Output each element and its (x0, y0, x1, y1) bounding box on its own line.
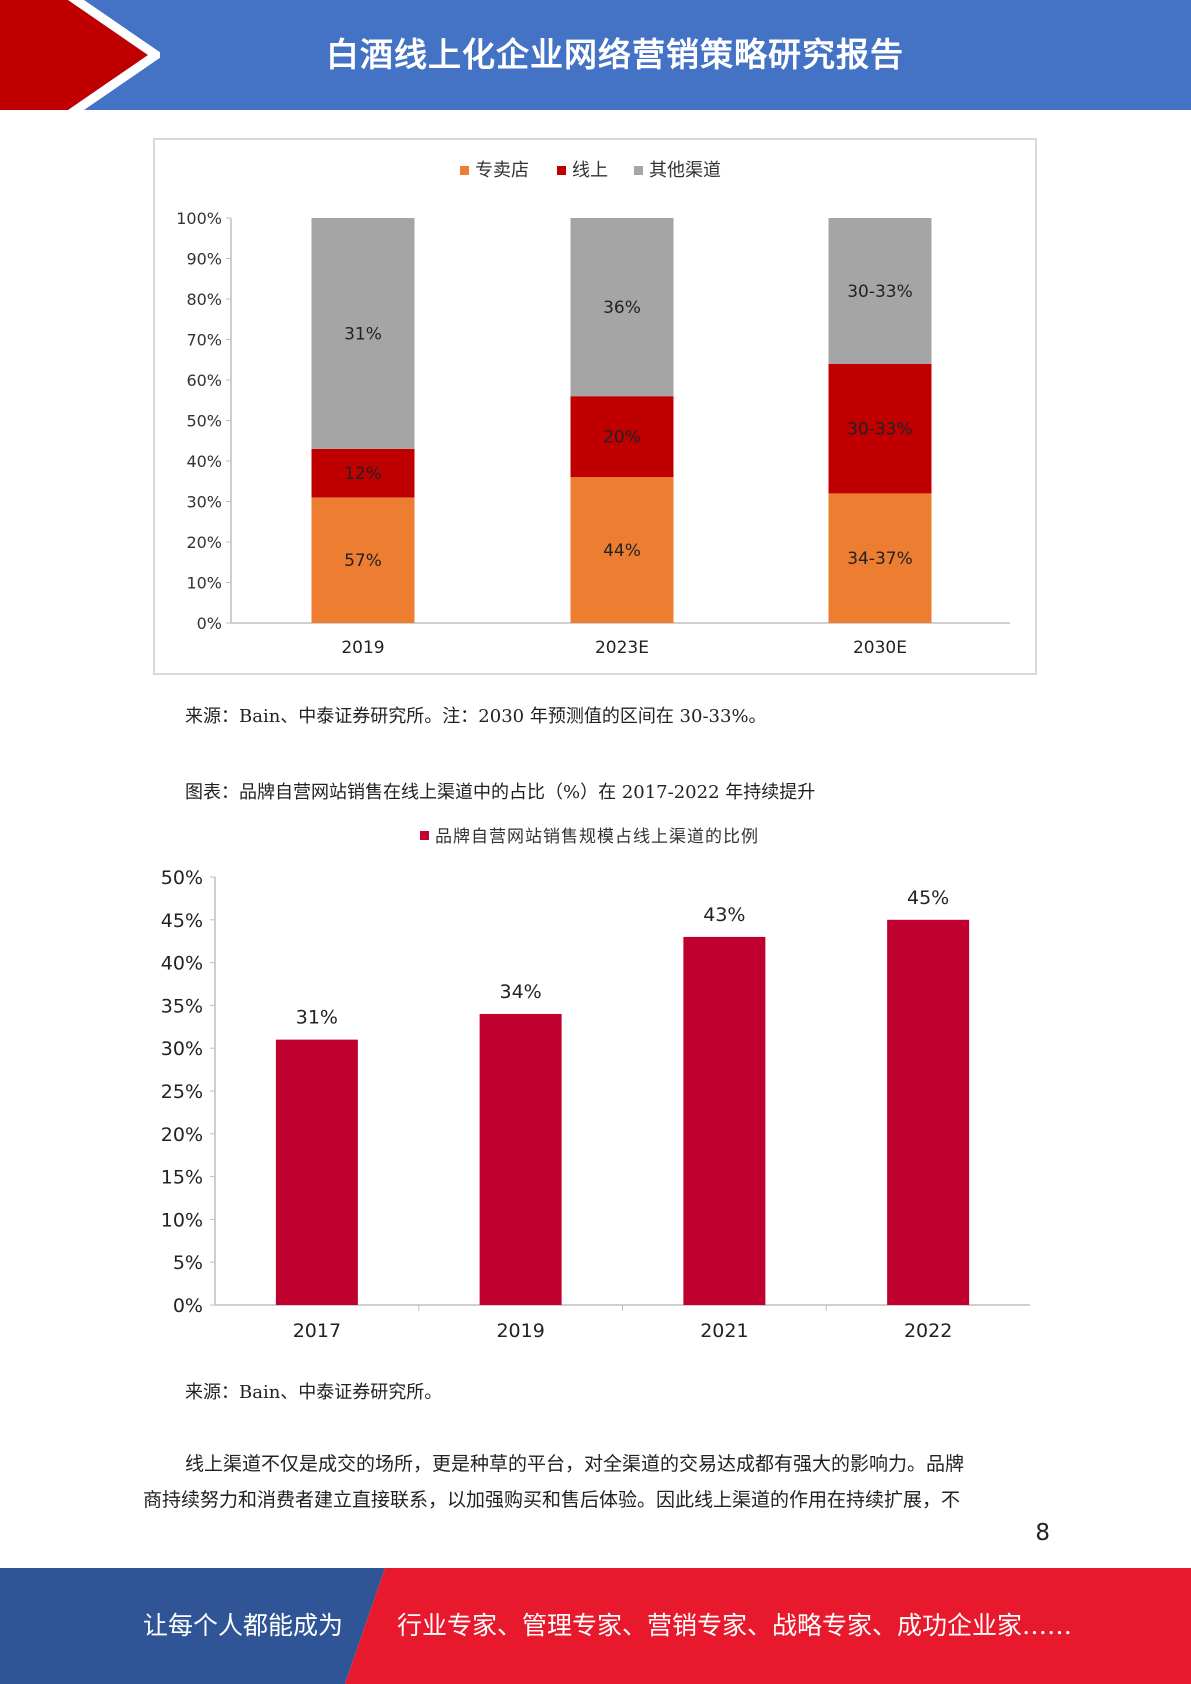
y-tick-label: 25% (161, 1081, 203, 1103)
data-label: 12% (344, 464, 382, 484)
stacked-chart-frame: 专卖店 线上 其他渠道 0% 10% 20% 30% 40% 50% 60% 70% 80% 90% 10… (153, 138, 1037, 675)
legend-swatch-2 (634, 166, 643, 175)
y-tick-label: 20% (186, 533, 222, 552)
x-tick-label: 2017 (293, 1320, 341, 1342)
y-tick-label: 100% (176, 209, 222, 228)
page-footer: 让每个人都能成为 行业专家、管理专家、营销专家、战略专家、成功企业家…… (0, 1568, 1191, 1684)
footer-slogan-left: 让每个人都能成为 (143, 1611, 344, 1640)
data-label: 31% (296, 1007, 338, 1029)
bar-segment-2023E-1 (570, 396, 674, 478)
data-label: 30-33% (847, 282, 913, 302)
y-tick-label: 10% (186, 574, 222, 593)
paragraph-line-1: 线上渠道不仅是成交的场所，更是种草的平台，对全渠道的交易达成都有强大的影响力。品… (185, 1453, 965, 1475)
data-label: 43% (703, 904, 745, 926)
bar-segment-2030E-2 (828, 218, 932, 364)
report-title: 白酒线上化企业网络营销策略研究报告 (326, 35, 904, 74)
bar-segment-2030E-1 (828, 363, 932, 494)
y-tick-label: 30% (186, 493, 222, 512)
bar-2021 (683, 936, 766, 1305)
y-tick-label: 15% (161, 1167, 203, 1189)
legend-swatch-1 (557, 166, 566, 175)
bar-2022 (887, 919, 970, 1305)
y-tick-label: 0% (173, 1295, 203, 1317)
data-label: 57% (344, 551, 382, 571)
bar-segment-2023E-0 (570, 477, 674, 623)
footer-slogan-right: 行业专家、管理专家、营销专家、战略专家、成功企业家…… (397, 1611, 1073, 1640)
y-tick-label: 50% (161, 867, 203, 889)
y-tick-label: 35% (161, 995, 203, 1017)
y-tick-label: 0% (197, 614, 222, 633)
data-label: 34-37% (847, 549, 913, 569)
page-header: 白酒线上化企业网络营销策略研究报告 (0, 0, 1191, 110)
y-tick-label: 60% (186, 371, 222, 390)
y-tick-label: 70% (186, 331, 222, 350)
page-number: 8 (1035, 1520, 1050, 1546)
bar-segment-2019-0 (311, 497, 415, 623)
bar-segment-2023E-2 (570, 218, 674, 397)
paragraph-line-2: 商持续努力和消费者建立直接联系，以加强购买和售后体验。因此线上渠道的作用在持续扩… (143, 1489, 961, 1511)
legend-swatch-0 (460, 166, 469, 175)
x-tick-label: 2030E (853, 638, 907, 658)
x-tick-label: 2019 (341, 638, 384, 658)
y-tick-label: 40% (161, 953, 203, 975)
y-tick-label: 80% (186, 290, 222, 309)
legend-label-1: 线上 (572, 160, 608, 181)
bar-segment-2030E-0 (828, 493, 932, 623)
y-tick-label: 5% (173, 1252, 203, 1274)
y-tick-label: 40% (186, 452, 222, 471)
y-tick-label: 50% (186, 412, 222, 431)
data-label: 20% (603, 428, 641, 448)
chart2-source-caption: 来源：Bain、中泰证券研究所。 (185, 1382, 443, 1403)
legend-label-2: 其他渠道 (649, 160, 721, 181)
data-label: 30-33% (847, 420, 913, 440)
bar-2019 (479, 1013, 562, 1305)
data-label: 36% (603, 298, 641, 318)
chart1-source-caption: 来源：Bain、中泰证券研究所。注：2030 年预测值的区间在 30-33%。 (185, 706, 767, 727)
legend-swatch (420, 831, 429, 840)
data-label: 31% (344, 324, 382, 344)
footer-background (0, 1568, 1191, 1684)
header-arrow-decoration (0, 0, 160, 110)
x-tick-label: 2023E (595, 638, 649, 658)
bar-segment-2019-2 (311, 218, 415, 449)
bar-chart: 品牌自营网站销售规模占线上渠道的比例 0% 5% 10% 15% 20% 25% 30% 35%… (161, 827, 1030, 1342)
y-tick-label: 10% (161, 1209, 203, 1231)
data-label: 45% (907, 887, 949, 909)
data-label: 34% (500, 981, 542, 1003)
x-tick-label: 2019 (496, 1320, 544, 1342)
legend-label: 品牌自营网站销售规模占线上渠道的比例 (435, 827, 759, 847)
x-tick-label: 2021 (700, 1320, 748, 1342)
stacked-bar-chart: 专卖店 线上 其他渠道 0% 10% 20% 30% 40% 50% 60% 70% 80% 90% 10… (176, 160, 1010, 658)
x-tick-label: 2022 (904, 1320, 952, 1342)
data-label: 44% (603, 541, 641, 561)
y-tick-label: 30% (161, 1038, 203, 1060)
legend-label-0: 专卖店 (475, 160, 529, 181)
y-tick-label: 45% (161, 910, 203, 932)
bar-segment-2019-1 (311, 448, 415, 498)
bar-2017 (275, 1039, 358, 1305)
y-tick-label: 20% (161, 1124, 203, 1146)
y-tick-label: 90% (186, 250, 222, 269)
chart2-title: 图表：品牌自营网站销售在线上渠道中的占比（%）在 2017-2022 年持续提升 (185, 782, 816, 803)
